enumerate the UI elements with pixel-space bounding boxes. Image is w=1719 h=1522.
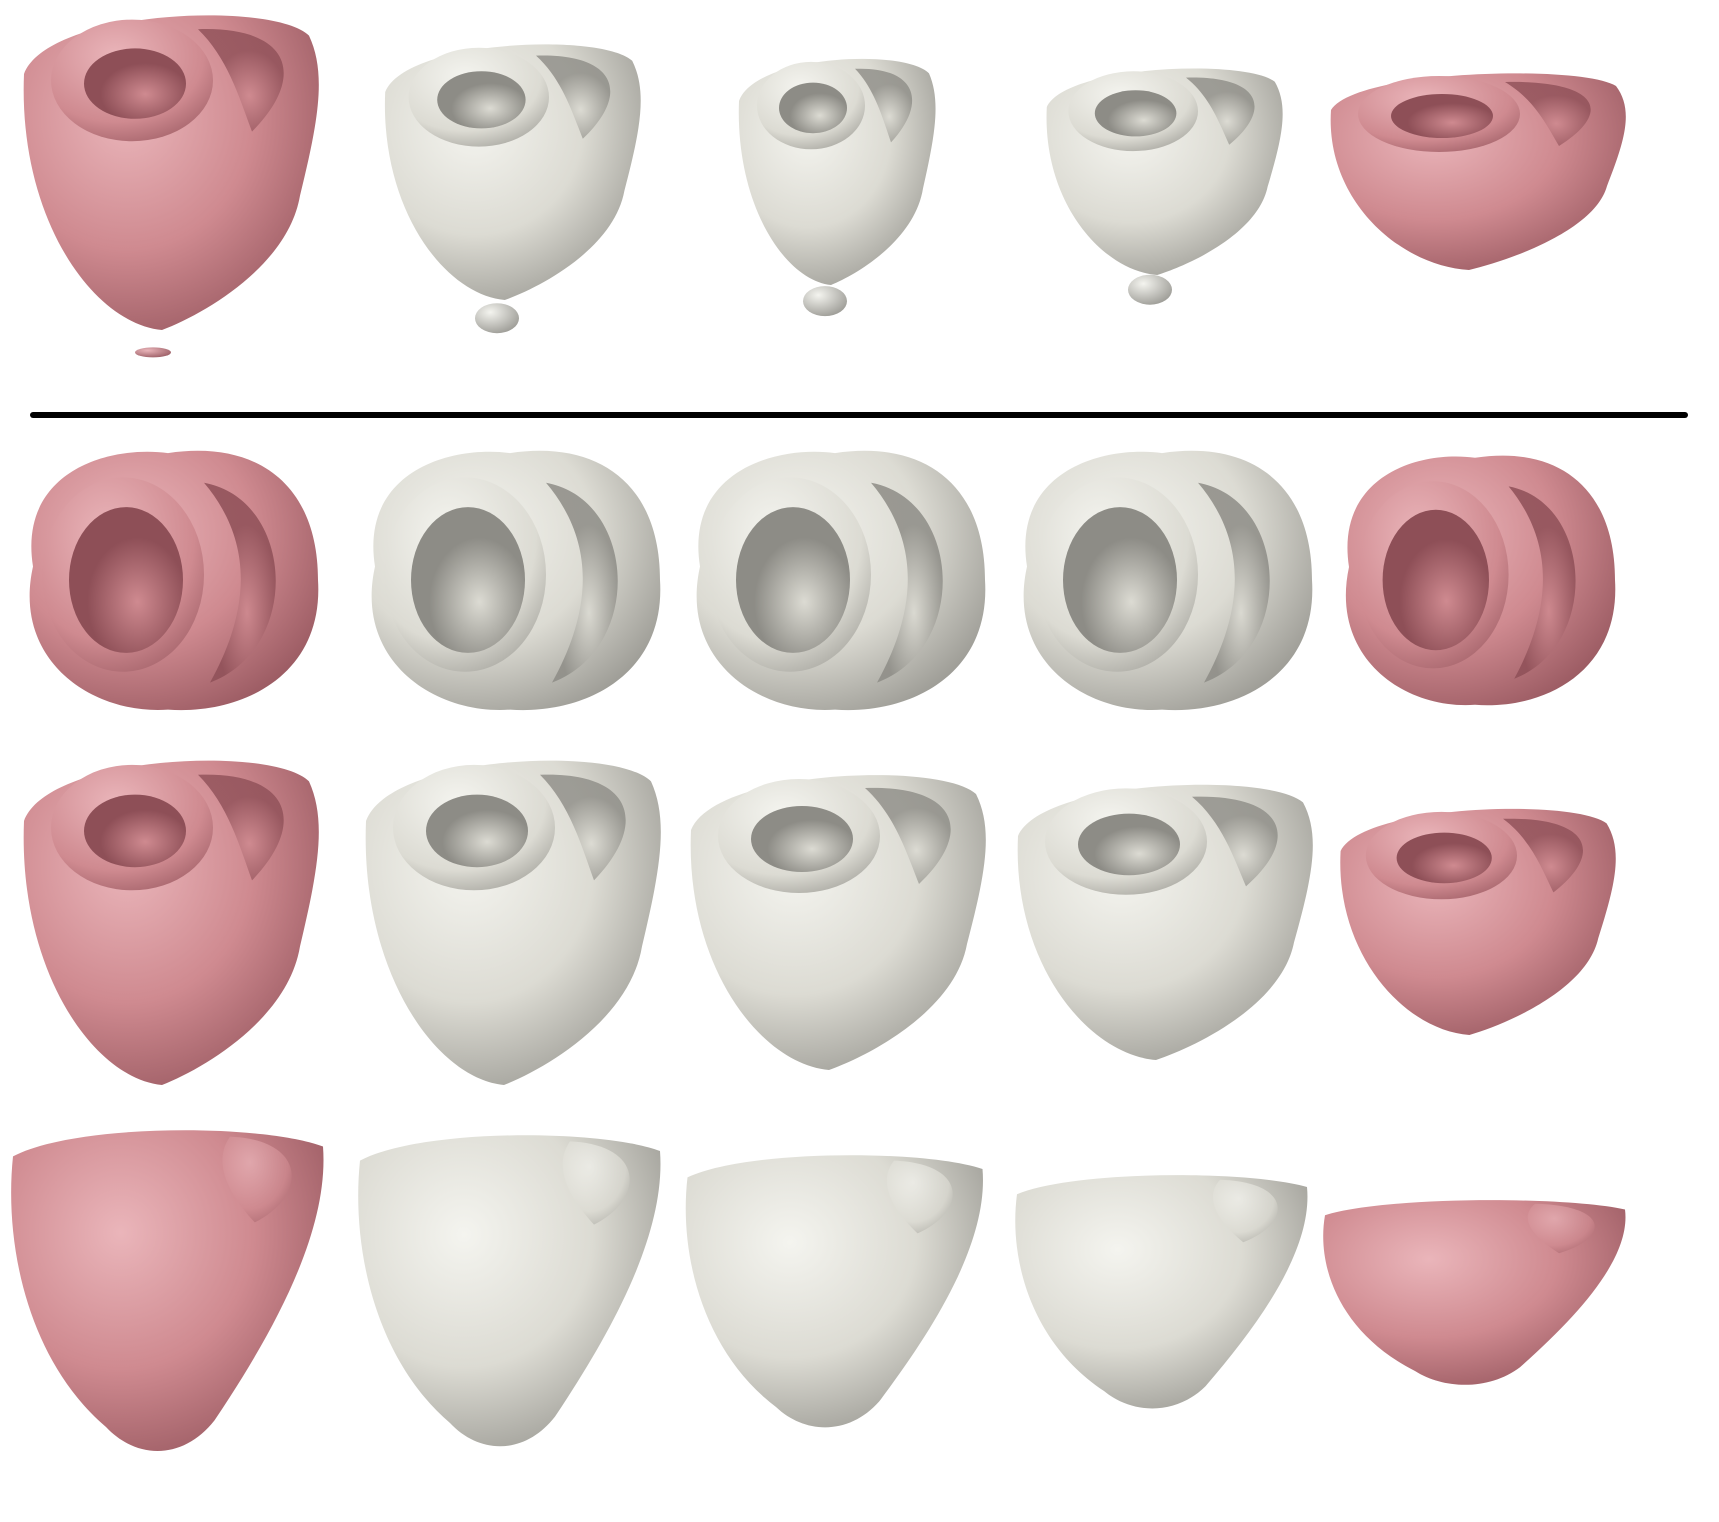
heart-shape-r3-c5-endpoint — [1340, 808, 1616, 1035]
stray-blob — [1128, 274, 1172, 305]
heart-shape-r4-c2-interpolated — [358, 1135, 661, 1447]
heart-shape-r2-c3-interpolated — [696, 450, 986, 711]
heart-shape-r1-c5-endpoint — [1330, 73, 1626, 270]
heart-shape-r4-c4-interpolated — [1015, 1175, 1308, 1409]
stray-blob — [475, 303, 519, 334]
heart-shape-r1-c3-interpolated — [738, 58, 936, 317]
stray-blob — [803, 286, 847, 317]
shape-row-2 — [29, 450, 1616, 711]
heart-shape-r4-c5-endpoint — [1323, 1200, 1626, 1385]
heart-shape-r4-c1-endpoint — [11, 1130, 324, 1451]
heart-shape-r2-c1-endpoint — [29, 450, 319, 711]
heart-shape-r2-c5-endpoint — [1345, 455, 1616, 706]
shape-row-3 — [23, 760, 1616, 1085]
heart-shape-r4-c3-interpolated — [685, 1155, 983, 1428]
heart-shape-r3-c4-interpolated — [1017, 784, 1313, 1060]
heart-shape-r1-c2-interpolated — [384, 44, 641, 334]
shape-row-4 — [11, 1130, 1626, 1451]
heart-shape-r3-c2-interpolated — [365, 760, 661, 1085]
shape-row-1 — [23, 15, 1626, 358]
stray-blob — [135, 347, 171, 358]
heart-shape-r1-c1-endpoint — [23, 15, 319, 358]
heart-shape-r2-c4-interpolated — [1023, 450, 1313, 711]
heart-shape-r1-c4-interpolated — [1046, 68, 1283, 305]
heart-shape-r3-c1-endpoint — [23, 760, 319, 1085]
shape-grid — [11, 15, 1626, 1451]
heart-shape-r3-c3-interpolated — [690, 775, 986, 1070]
heart-shape-r2-c2-interpolated — [371, 450, 661, 711]
